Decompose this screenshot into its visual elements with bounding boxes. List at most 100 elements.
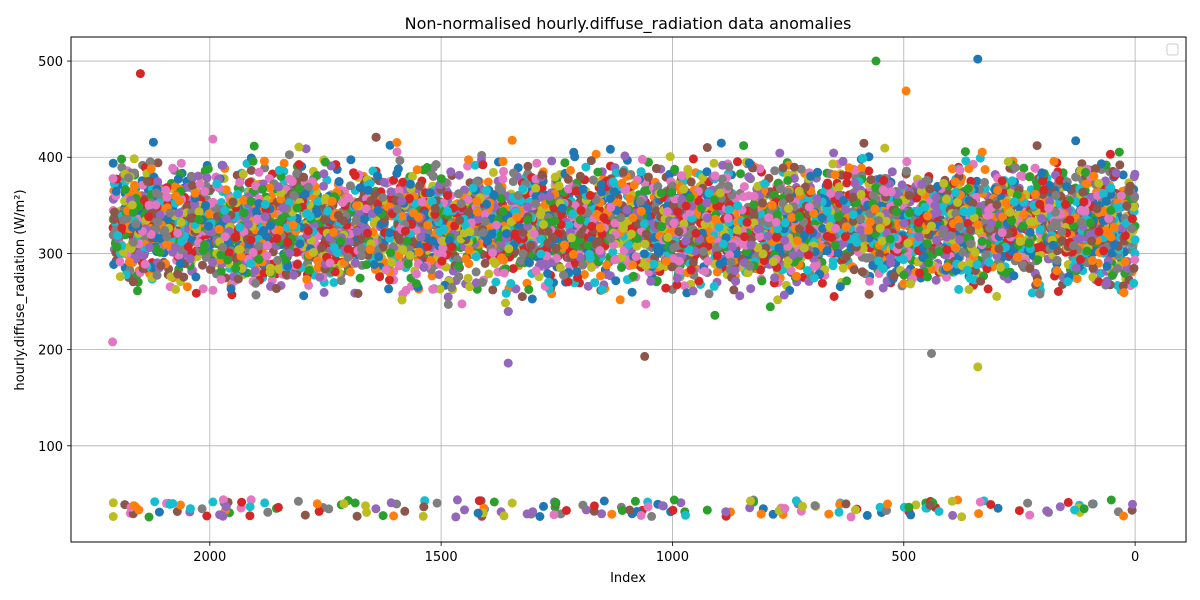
- scatter-point: [1075, 234, 1085, 244]
- scatter-point: [1130, 255, 1140, 265]
- scatter-point: [672, 280, 682, 290]
- scatter-point: [964, 285, 974, 294]
- scatter-point: [1053, 287, 1063, 296]
- scatter-point: [1032, 141, 1042, 151]
- scatter-point: [596, 271, 605, 281]
- scatter-point: [491, 277, 501, 287]
- scatter-point: [464, 259, 474, 269]
- scatter-point: [964, 164, 974, 174]
- scatter-point: [597, 285, 607, 295]
- scatter-point: [744, 172, 754, 182]
- scatter-point: [590, 278, 600, 288]
- scatter-point: [694, 276, 704, 286]
- scatter-point: [640, 249, 650, 259]
- scatter-point: [202, 173, 212, 183]
- scatter-point: [992, 291, 1002, 301]
- scatter-point: [483, 177, 493, 187]
- scatter-point: [838, 263, 848, 273]
- scatter-point: [830, 170, 840, 180]
- scatter-point: [145, 157, 155, 167]
- scatter-point: [379, 177, 389, 187]
- scatter-point: [208, 134, 218, 144]
- scatter-point: [677, 171, 687, 181]
- scatter-point: [226, 284, 236, 294]
- scatter-point: [378, 242, 388, 252]
- scatter-point: [292, 260, 302, 269]
- scatter-point: [615, 295, 625, 305]
- scatter-point: [1130, 169, 1140, 179]
- scatter-point: [680, 281, 689, 291]
- scatter-point: [392, 147, 402, 157]
- scatter-point: [279, 158, 289, 168]
- scatter-point: [857, 163, 866, 173]
- scatter-point: [783, 176, 793, 185]
- scatter-point: [488, 285, 498, 295]
- scatter-point: [345, 267, 355, 277]
- scatter-point: [350, 171, 360, 180]
- scatter-point: [517, 292, 527, 302]
- scatter-point: [186, 234, 196, 244]
- scatter-point: [593, 167, 603, 177]
- scatter-point: [252, 206, 261, 216]
- scatter-point: [716, 138, 726, 148]
- scatter-point: [153, 158, 163, 168]
- scatter-point: [406, 179, 415, 189]
- scatter-point: [117, 154, 127, 164]
- scatter-point: [186, 171, 196, 181]
- scatter-points: [108, 54, 1140, 522]
- scatter-point: [1114, 147, 1124, 157]
- scatter-point: [1063, 277, 1073, 287]
- scatter-point: [198, 284, 208, 294]
- scatter-point: [947, 164, 957, 174]
- scatter-point: [997, 176, 1007, 186]
- scatter-point: [206, 264, 216, 274]
- scatter-point: [463, 195, 473, 205]
- scatter-point: [1071, 172, 1081, 182]
- scatter-point: [899, 279, 909, 289]
- scatter-point: [152, 270, 162, 280]
- scatter-point: [980, 177, 989, 187]
- scatter-point: [454, 272, 464, 282]
- scatter-point: [916, 186, 926, 196]
- scatter-point: [346, 155, 356, 165]
- scatter-point: [733, 157, 742, 167]
- scatter-point: [208, 285, 218, 295]
- scatter-point: [465, 282, 475, 292]
- scatter-point: [770, 273, 780, 283]
- scatter-point: [822, 231, 832, 241]
- scatter-point: [1025, 172, 1034, 182]
- scatter-point: [646, 276, 656, 286]
- scatter-point: [499, 166, 508, 176]
- scatter-point: [1035, 224, 1045, 234]
- scatter-point: [709, 281, 719, 291]
- scatter-point: [224, 248, 234, 258]
- scatter-point: [117, 162, 127, 172]
- scatter-point: [496, 194, 506, 204]
- scatter-point: [183, 242, 193, 252]
- scatter-point: [385, 275, 394, 285]
- scatter-point: [385, 140, 395, 150]
- scatter-point: [965, 273, 975, 283]
- scatter-point: [471, 267, 481, 277]
- scatter-point: [248, 156, 258, 166]
- scatter-point: [301, 144, 311, 154]
- scatter-point: [755, 164, 765, 174]
- scatter-point: [497, 253, 506, 263]
- scatter-point: [960, 147, 970, 157]
- scatter-point: [292, 247, 301, 257]
- scatter-point: [897, 180, 907, 190]
- scatter-point: [1072, 274, 1082, 284]
- scatter-point: [796, 164, 806, 174]
- scatter-point: [265, 183, 275, 193]
- scatter-point: [865, 276, 874, 286]
- scatter-point: [191, 272, 201, 282]
- scatter-point: [710, 310, 720, 320]
- scatter-point: [531, 183, 541, 193]
- scatter-point: [829, 148, 839, 158]
- scatter-point: [849, 265, 859, 275]
- scatter-point: [355, 273, 365, 283]
- scatter-point: [350, 258, 360, 268]
- scatter-point: [1118, 281, 1128, 291]
- scatter-point: [221, 185, 231, 195]
- scatter-point: [171, 284, 181, 294]
